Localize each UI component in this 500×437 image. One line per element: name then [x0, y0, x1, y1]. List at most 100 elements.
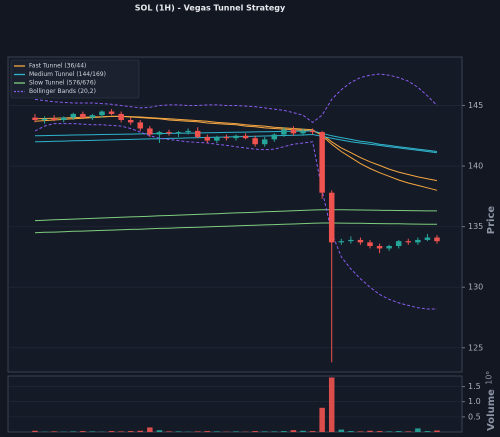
candle-body	[118, 113, 124, 120]
candle-body	[415, 239, 421, 243]
volume-bar	[319, 407, 325, 432]
volume-bar	[252, 431, 258, 432]
candle-body	[424, 237, 431, 240]
y-axis-label: Price	[486, 206, 497, 235]
candle-body	[386, 246, 392, 249]
candle-body	[376, 246, 383, 249]
candle-body	[233, 135, 239, 139]
volume-bar	[137, 430, 144, 432]
candle-body	[185, 130, 191, 133]
candle-body	[147, 128, 153, 135]
y-tick-label: 140	[468, 162, 483, 171]
candle-body	[328, 192, 335, 243]
legend-label: Medium Tunnel (144/169)	[29, 71, 106, 78]
legend-label: Slow Tunnel (576/676)	[29, 80, 96, 87]
volume-bar	[32, 430, 38, 432]
volume-bar	[309, 431, 316, 432]
candle-body	[175, 132, 182, 134]
volume-bar	[108, 431, 115, 432]
volume-bar	[395, 431, 402, 432]
indicator-line	[34, 222, 437, 234]
volume-bar	[204, 431, 211, 432]
candle-body	[70, 113, 77, 118]
indicator-line	[34, 209, 437, 222]
volume-panel	[7, 375, 463, 433]
volume-bar	[300, 430, 306, 432]
volume-bar	[367, 430, 373, 432]
candle-body	[367, 242, 373, 246]
volume-axis-label: Volume	[486, 389, 497, 431]
candle-body	[223, 136, 230, 139]
volume-bar	[156, 430, 163, 432]
volume-bar	[194, 431, 201, 432]
candle-body	[204, 136, 211, 141]
candle-body	[290, 129, 297, 134]
candle-body	[309, 130, 316, 133]
candle-body	[137, 122, 144, 129]
candle-body	[357, 239, 364, 243]
y-tick-label: 0.5	[468, 412, 481, 421]
volume-bar	[70, 431, 77, 432]
candle-body	[156, 132, 163, 135]
volume-bar	[233, 431, 239, 432]
volume-bar	[271, 431, 278, 432]
candle-body	[89, 115, 96, 118]
volume-bar	[405, 431, 412, 432]
candle-body	[127, 120, 134, 123]
volume-exponent: 10⁶	[485, 371, 494, 384]
candle-body	[108, 111, 115, 114]
volume-bar	[127, 431, 134, 432]
volume-bar	[376, 431, 383, 432]
volume-bar	[89, 431, 96, 432]
chart-title: SOL (1H) - Vegas Tunnel Strategy	[135, 4, 286, 13]
candle-body	[194, 130, 201, 137]
volume-bar	[118, 431, 124, 432]
indicator-line	[34, 73, 438, 124]
candle-body	[434, 237, 440, 242]
y-tick-label: 1.5	[468, 382, 481, 391]
price-panel	[7, 56, 463, 373]
candle-body	[348, 239, 354, 242]
candle-body	[41, 118, 48, 120]
candle-body	[281, 129, 287, 135]
volume-bar	[328, 377, 335, 432]
candle-body	[252, 138, 258, 145]
volume-bar	[261, 431, 268, 432]
volume-bar	[424, 431, 431, 432]
y-tick-label: 125	[468, 343, 483, 352]
candle-body	[242, 135, 249, 139]
candle-body	[80, 113, 86, 118]
volume-bar	[357, 431, 364, 432]
volume-bar	[166, 431, 172, 432]
volume-bar	[175, 431, 182, 432]
candle-body	[99, 111, 105, 116]
candle-body	[60, 117, 67, 120]
candle-body	[405, 241, 412, 243]
y-tick-label: 135	[468, 222, 483, 231]
candle-body	[166, 132, 172, 134]
volume-bar	[386, 431, 392, 432]
y-tick-label: 130	[468, 283, 483, 292]
candle-body	[214, 136, 220, 141]
candle-body	[338, 241, 345, 243]
candle-body	[300, 130, 306, 134]
volume-bar	[434, 430, 440, 432]
legend-box	[10, 59, 140, 99]
volume-bar	[147, 427, 153, 432]
legend-label: Fast Tunnel (36/44)	[29, 63, 86, 70]
legend-label: Bollinger Bands (20,2)	[29, 88, 96, 95]
indicator-line	[34, 130, 438, 152]
volume-bar	[348, 431, 354, 432]
volume-bar	[281, 431, 287, 432]
candle-body	[319, 132, 325, 193]
volume-bar	[290, 430, 297, 432]
candle-body	[271, 134, 278, 140]
y-tick-label: 145	[468, 101, 483, 110]
candle-body	[261, 139, 268, 145]
volume-bar	[338, 429, 345, 432]
volume-bar	[51, 431, 57, 432]
volume-bar	[214, 431, 220, 432]
y-tick-label: 1.0	[468, 397, 481, 406]
candle-body	[51, 118, 57, 120]
